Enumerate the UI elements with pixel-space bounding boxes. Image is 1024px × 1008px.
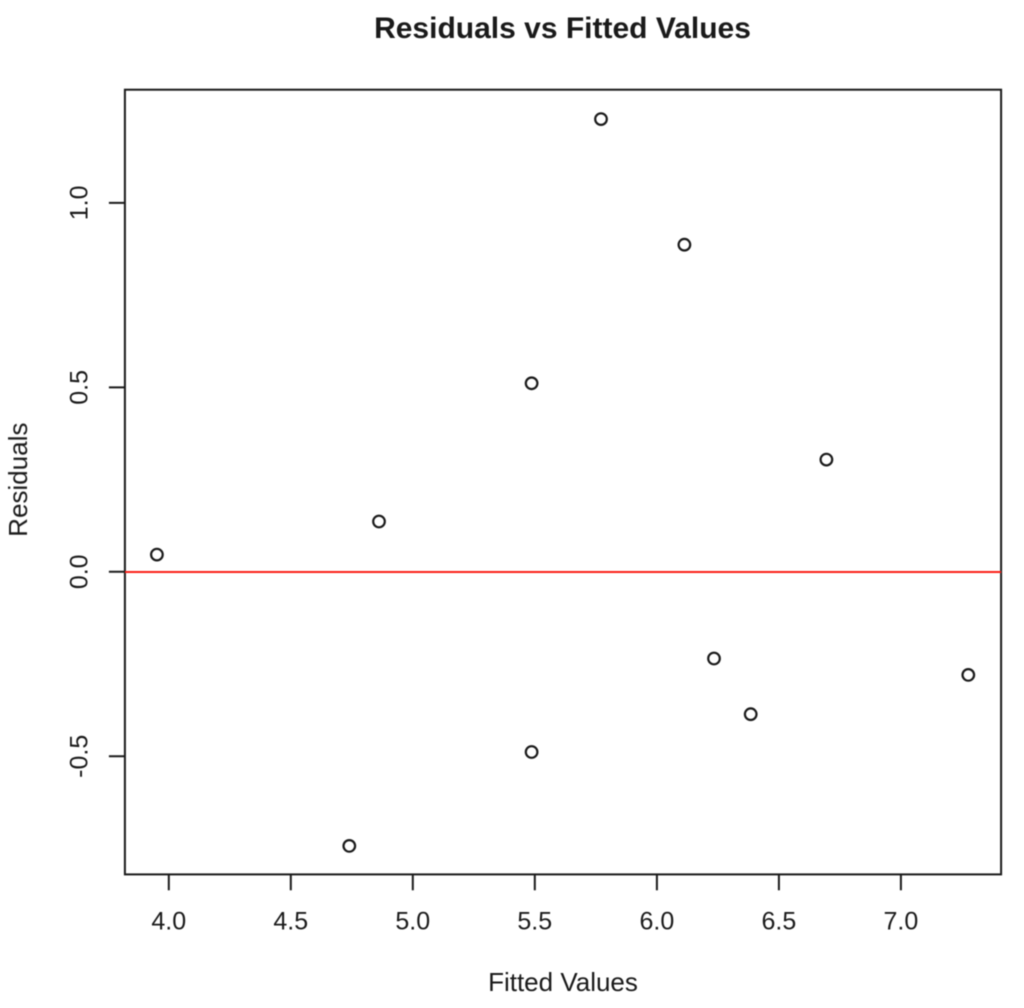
svg-text:7.0: 7.0 bbox=[884, 908, 919, 936]
svg-text:Residuals vs Fitted Values: Residuals vs Fitted Values bbox=[374, 12, 751, 45]
svg-text:Residuals: Residuals bbox=[3, 423, 33, 537]
svg-text:5.5: 5.5 bbox=[517, 908, 552, 936]
svg-text:6.5: 6.5 bbox=[762, 908, 797, 936]
svg-text:0.5: 0.5 bbox=[66, 370, 94, 405]
svg-text:Fitted Values: Fitted Values bbox=[488, 967, 638, 997]
svg-text:6.0: 6.0 bbox=[640, 908, 675, 936]
svg-text:0.0: 0.0 bbox=[66, 554, 94, 589]
svg-text:5.0: 5.0 bbox=[395, 908, 430, 936]
svg-text:-0.5: -0.5 bbox=[66, 735, 94, 778]
svg-text:4.0: 4.0 bbox=[151, 908, 186, 936]
svg-text:4.5: 4.5 bbox=[273, 908, 308, 936]
svg-text:1.0: 1.0 bbox=[66, 186, 94, 221]
